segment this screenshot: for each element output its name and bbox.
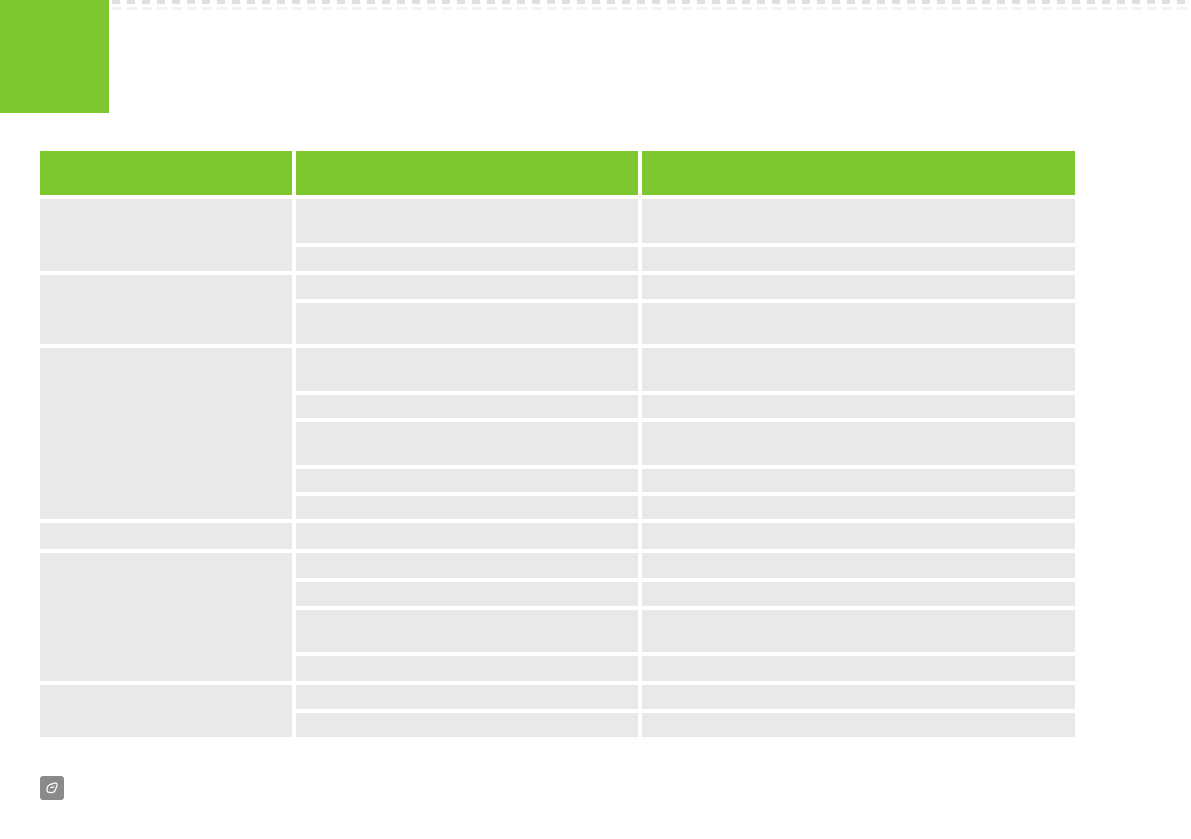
table-cell bbox=[642, 395, 1075, 418]
table-cell bbox=[642, 247, 1075, 271]
page-flip-glyph bbox=[46, 782, 58, 794]
table-header-cell bbox=[642, 151, 1075, 195]
table-cell bbox=[296, 523, 638, 549]
table-group-cell bbox=[40, 199, 292, 271]
table-cell bbox=[642, 303, 1075, 344]
table-cell bbox=[642, 275, 1075, 299]
table-cell bbox=[296, 303, 638, 344]
table-cell bbox=[642, 422, 1075, 465]
table-cell bbox=[296, 553, 638, 578]
table-cell bbox=[296, 275, 638, 299]
table-group-cell bbox=[40, 523, 292, 549]
table-cell bbox=[642, 610, 1075, 652]
table-cell bbox=[642, 656, 1075, 681]
table-cell bbox=[296, 348, 638, 391]
table-cell bbox=[642, 348, 1075, 391]
table-cell bbox=[296, 610, 638, 652]
table-header-cell bbox=[40, 151, 292, 195]
table-cell bbox=[642, 523, 1075, 549]
table-group-cell bbox=[40, 685, 292, 737]
table-cell bbox=[296, 582, 638, 606]
table-cell bbox=[296, 199, 638, 243]
table-cell bbox=[642, 685, 1075, 709]
table-group-cell bbox=[40, 348, 292, 519]
table-header-cell bbox=[296, 151, 638, 195]
spec-table bbox=[40, 151, 1075, 737]
table-cell bbox=[642, 496, 1075, 519]
corner-brand-block bbox=[0, 0, 109, 113]
table-cell bbox=[296, 685, 638, 709]
page-flip-icon bbox=[40, 776, 64, 800]
table-cell bbox=[642, 582, 1075, 606]
table-cell bbox=[296, 496, 638, 519]
table-cell bbox=[642, 469, 1075, 492]
table-cell bbox=[296, 656, 638, 681]
table-cell bbox=[642, 199, 1075, 243]
table-cell bbox=[642, 553, 1075, 578]
table-group-cell bbox=[40, 553, 292, 681]
table-cell bbox=[296, 395, 638, 418]
table-cell bbox=[642, 713, 1075, 737]
table-group-cell bbox=[40, 275, 292, 344]
table-cell bbox=[296, 469, 638, 492]
table-cell bbox=[296, 713, 638, 737]
table-cell bbox=[296, 422, 638, 465]
top-edge-dashed-line bbox=[112, 0, 1191, 10]
table-cell bbox=[296, 247, 638, 271]
